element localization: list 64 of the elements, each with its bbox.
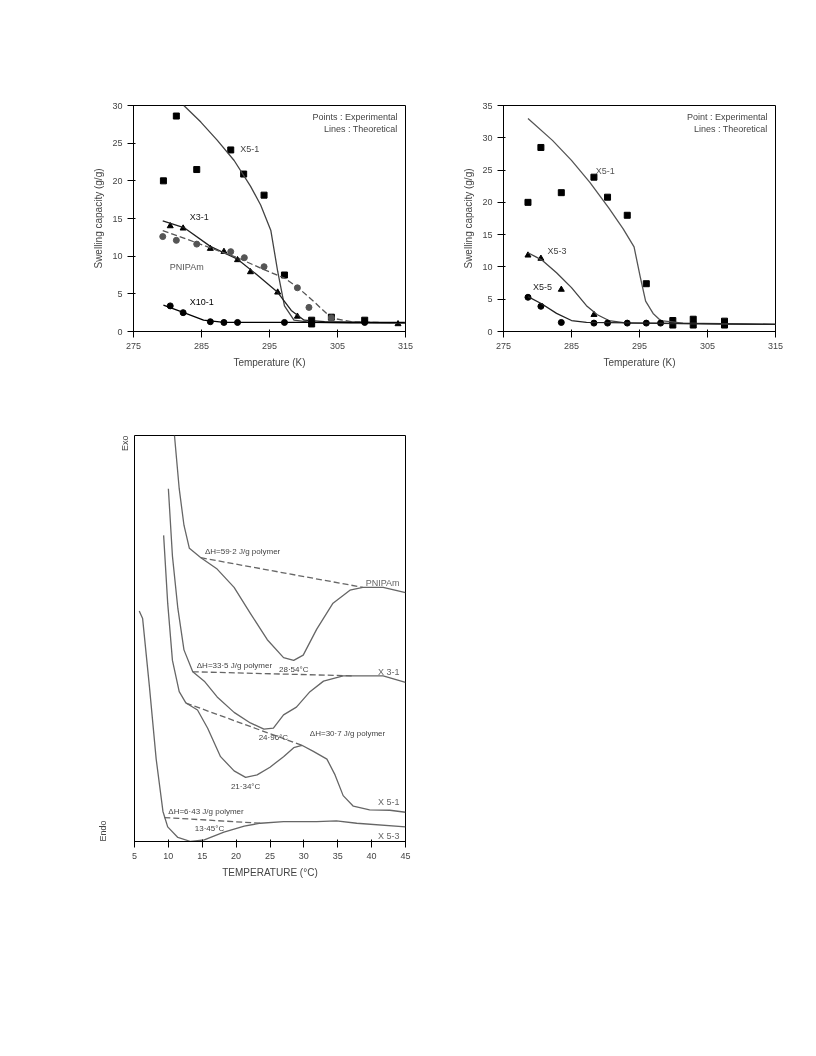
annotation: ΔH=33·5 J/g polymer <box>196 661 273 671</box>
x-tick-label: 35 <box>332 850 343 861</box>
y-tick-label: 15 <box>112 213 123 224</box>
x-tick-label: 15 <box>197 850 208 861</box>
x-axis-title: Temperature (K) <box>603 356 676 368</box>
x-axis-title: Temperature (K) <box>233 356 306 368</box>
x-tick-label: 315 <box>767 340 784 351</box>
y-tick-label: 10 <box>112 251 123 262</box>
y-tick-label: 15 <box>482 229 493 240</box>
y-tick-label: 0 <box>117 326 123 337</box>
x-tick-label: 305 <box>329 340 346 351</box>
y-tick-label: 20 <box>112 175 123 186</box>
series-label: X5-3 <box>547 245 567 256</box>
annotation: Lines : Theoretical <box>693 123 768 134</box>
x-axis-title: TEMPERATURE (°C) <box>222 866 318 878</box>
x-tick-label: 295 <box>631 340 648 351</box>
series-label: X5-5 <box>532 281 552 292</box>
x-tick-label: 20 <box>231 850 242 861</box>
series-label: X 5-3 <box>377 830 400 841</box>
y-axis-title: Swelling capacity (g/g) <box>463 168 475 269</box>
series-label: X3-1 <box>189 211 209 222</box>
y-tick-label: 0 <box>487 326 493 337</box>
annotation: Points : Experimental <box>312 111 398 122</box>
y-tick-label: 10 <box>482 261 493 272</box>
annotation: 28·54°C <box>278 664 309 674</box>
y-tick-label: 5 <box>117 288 123 299</box>
x-tick-label: 285 <box>193 340 210 351</box>
y-tick-label: 5 <box>487 294 493 305</box>
x-tick-label: 305 <box>699 340 716 351</box>
series-label: X 5-1 <box>377 797 400 808</box>
y-tick-label: 35 <box>482 100 493 111</box>
series-label: X 3-1 <box>377 667 400 678</box>
x-tick-label: 285 <box>563 340 580 351</box>
series-label: X10-1 <box>189 296 214 307</box>
annotation: ΔH=6·43 J/g polymer <box>168 807 245 817</box>
y-tick-label: 30 <box>112 100 123 111</box>
annotation: 24·96°C <box>258 732 289 742</box>
x-tick-label: 315 <box>397 340 414 351</box>
text: Exo <box>119 435 130 452</box>
y-tick-label: 20 <box>482 197 493 208</box>
x-tick-label: 295 <box>261 340 278 351</box>
x-tick-label: 40 <box>366 850 377 861</box>
x-tick-label: 10 <box>163 850 174 861</box>
annotation: Lines : Theoretical <box>323 123 398 134</box>
x-tick-label: 45 <box>400 850 411 861</box>
annotation: 13·45°C <box>194 824 225 833</box>
annotation: ΔH=30·7 J/g polymer <box>309 728 386 738</box>
text: Endo <box>97 820 108 842</box>
x-tick-label: 275 <box>495 340 512 351</box>
annotation: 21·34°C <box>230 781 261 791</box>
series-label: X5-1 <box>595 166 615 177</box>
y-axis-title: Swelling capacity (g/g) <box>93 168 105 269</box>
series-label: X5-1 <box>240 144 260 155</box>
annotation: ΔH=59·2 J/g polymer <box>204 547 281 557</box>
y-tick-label: 25 <box>112 138 123 149</box>
x-tick-label: 25 <box>264 850 276 861</box>
x-tick-label: 5 <box>132 850 138 861</box>
series-label: PNIPAm <box>365 577 400 588</box>
y-tick-label: 25 <box>482 165 493 176</box>
annotation: Point : Experimental <box>686 111 768 122</box>
x-tick-label: 30 <box>298 850 309 861</box>
series-label: PNIPAm <box>169 262 204 273</box>
x-tick-label: 275 <box>125 340 142 351</box>
y-tick-label: 30 <box>482 132 493 143</box>
